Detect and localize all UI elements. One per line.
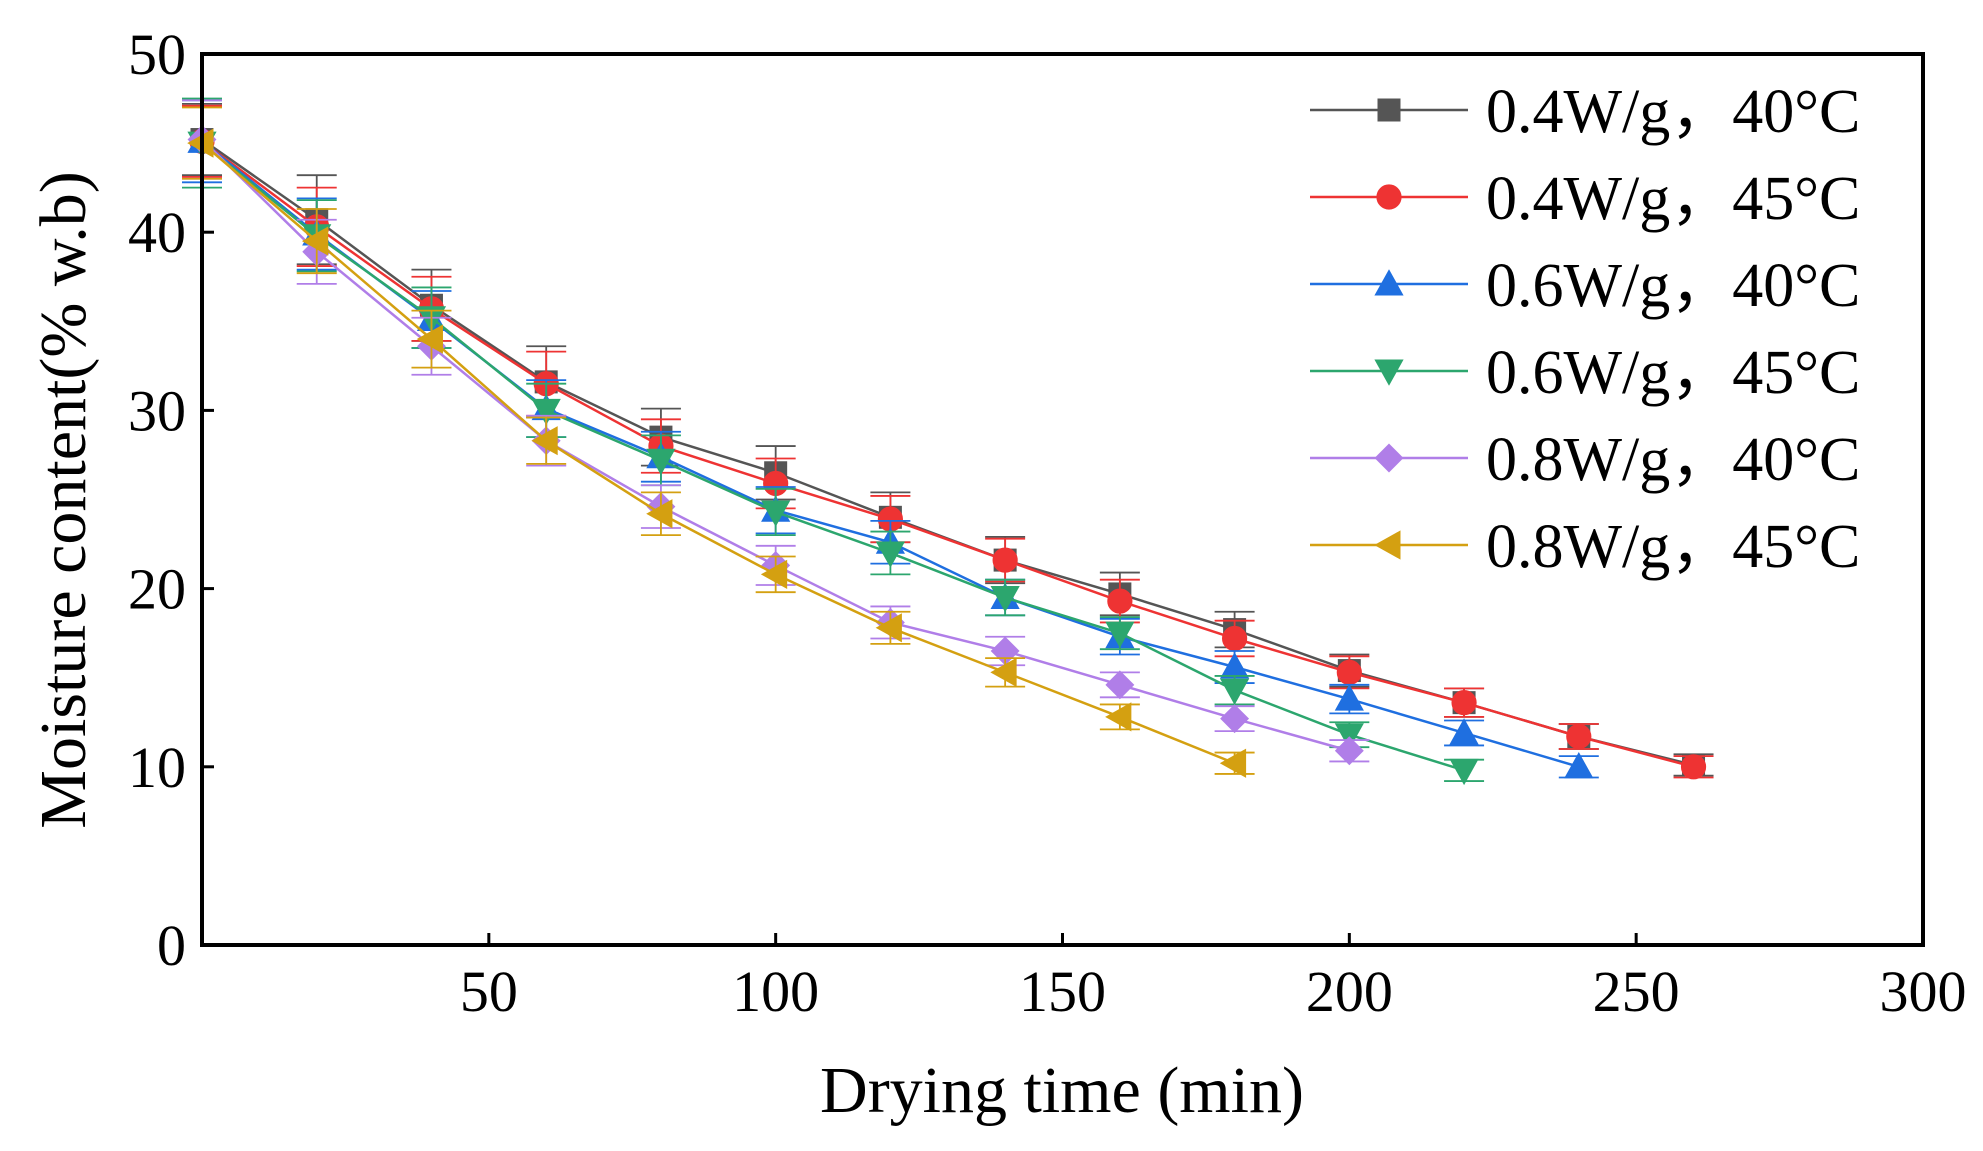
data-point <box>1107 588 1133 614</box>
legend-marker <box>1374 359 1404 386</box>
x-axis-title: Drying time (min) <box>820 1054 1304 1127</box>
legend-label: 0.6W/g，40°C <box>1486 252 1860 320</box>
axes-layer: 50 100 150 200 250 300 0 10 20 30 40 50 <box>128 22 1967 1024</box>
legend-item: 0.6W/g，45°C <box>1310 339 1860 407</box>
data-point <box>1105 670 1135 700</box>
y-tick-label: 10 <box>128 735 186 800</box>
x-tick-label: 50 <box>460 959 518 1024</box>
y-tick-label: 40 <box>128 200 186 265</box>
data-point <box>1219 748 1247 778</box>
data-point <box>646 499 673 529</box>
legend-label: 0.4W/g，45°C <box>1486 165 1860 233</box>
legend-marker <box>1374 443 1404 473</box>
data-point <box>1105 621 1135 648</box>
x-tick-label: 200 <box>1306 959 1393 1024</box>
data-point <box>1449 758 1479 786</box>
data-point <box>1336 659 1362 685</box>
legend-item: 0.4W/g，45°C <box>1310 165 1860 233</box>
legend: 0.4W/g，40°C 0.4W/g，45°C 0.6W/g，40°C 0.6W/g，… <box>1310 78 1860 581</box>
data-point <box>1334 723 1364 750</box>
legend-item: 0.6W/g，40°C <box>1310 252 1860 320</box>
series-line <box>201 142 1465 772</box>
data-point <box>990 657 1017 687</box>
data-point <box>992 547 1018 573</box>
data-point <box>1680 754 1707 780</box>
data-point <box>990 586 1020 613</box>
y-tick-label: 30 <box>128 378 186 443</box>
data-point <box>1566 723 1592 750</box>
data-point <box>1564 752 1594 779</box>
x-tick-label: 100 <box>732 959 819 1024</box>
series-line <box>201 142 1236 765</box>
data-point <box>761 500 791 527</box>
series-line <box>201 138 1694 767</box>
legend-item: 0.8W/g，45°C <box>1310 513 1860 581</box>
data-point <box>1222 625 1248 652</box>
data-point <box>1449 718 1479 745</box>
data-point <box>1334 684 1364 711</box>
x-tick-label: 300 <box>1880 959 1967 1024</box>
series-layer <box>182 97 1714 786</box>
data-point <box>1220 678 1250 705</box>
y-axis-title: Moisture content(% w.b) <box>27 171 100 828</box>
legend-marker <box>1376 184 1402 210</box>
legend-marker <box>1377 98 1401 122</box>
series-5 <box>182 99 1370 766</box>
series-line <box>201 140 1580 768</box>
data-point <box>875 541 905 568</box>
data-point <box>646 448 676 476</box>
legend-marker <box>1374 530 1401 560</box>
data-point <box>1334 736 1364 766</box>
x-tick-label: 150 <box>1019 959 1106 1024</box>
legend-label: 0.8W/g，40°C <box>1486 426 1860 494</box>
legend-item: 0.4W/g，40°C <box>1310 78 1860 146</box>
series-1 <box>182 102 1714 777</box>
legend-label: 0.4W/g，40°C <box>1486 78 1860 146</box>
y-tick-label: 0 <box>157 913 186 978</box>
legend-label: 0.8W/g，45°C <box>1486 513 1860 581</box>
x-tick-label: 250 <box>1593 959 1680 1024</box>
data-point <box>1105 702 1132 732</box>
legend-label: 0.6W/g，45°C <box>1486 339 1860 407</box>
data-point <box>760 559 788 589</box>
data-point <box>301 226 329 256</box>
data-point <box>1451 690 1477 716</box>
legend-marker <box>1374 269 1404 296</box>
series-2 <box>182 104 1714 780</box>
data-point <box>531 426 558 456</box>
y-tick-label: 50 <box>128 22 186 87</box>
y-tick-label: 20 <box>128 557 186 622</box>
data-point <box>875 613 902 643</box>
legend-item: 0.8W/g，40°C <box>1310 426 1860 494</box>
data-point <box>531 398 561 426</box>
data-point <box>1220 704 1250 734</box>
series-line <box>201 140 1694 769</box>
data-point <box>416 324 443 354</box>
